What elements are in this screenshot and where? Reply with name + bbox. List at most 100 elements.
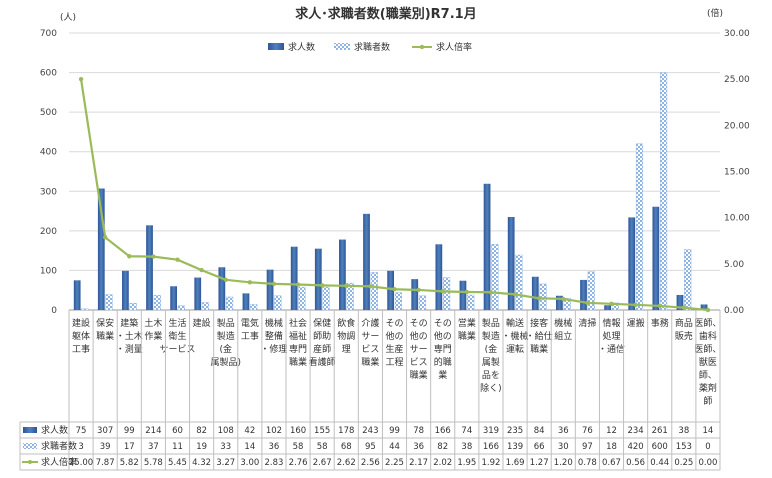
bar-seekers bbox=[153, 295, 161, 311]
bar-seekers bbox=[635, 143, 644, 311]
table-cell: 7.87 bbox=[96, 458, 115, 468]
table-cell: 42 bbox=[244, 426, 255, 436]
table-cell: 0.00 bbox=[698, 458, 717, 468]
category-label: その他の生産工程 bbox=[385, 318, 403, 368]
table-cell: 2.02 bbox=[433, 458, 452, 468]
table-cell: 99 bbox=[389, 426, 400, 436]
category-label-line: 販売 bbox=[675, 330, 693, 342]
category-label-line: 製品 bbox=[482, 317, 500, 329]
ratio-point bbox=[223, 277, 228, 283]
y-left-unit-label: (人) bbox=[60, 12, 76, 23]
ratio-point bbox=[151, 254, 156, 259]
bar-seekers bbox=[81, 308, 89, 311]
bar-offers bbox=[97, 188, 105, 310]
bar-offers bbox=[507, 217, 515, 310]
category-label-line: 躯体 bbox=[72, 330, 90, 342]
bar-seekers bbox=[177, 305, 185, 311]
ratio-point bbox=[464, 289, 470, 295]
category-label-line: 製造 bbox=[217, 330, 235, 342]
table-cell: 234 bbox=[627, 426, 643, 436]
bar-offers bbox=[363, 213, 370, 310]
ratio-point bbox=[247, 280, 253, 285]
table-cell: 60 bbox=[172, 426, 183, 436]
category-label: 運搬 bbox=[627, 317, 645, 329]
bar-offers bbox=[483, 183, 491, 310]
y-right-unit-label: (倍) bbox=[707, 7, 723, 19]
y-left-tick-label: 400 bbox=[40, 148, 57, 158]
category-label-line: (金 bbox=[485, 343, 498, 355]
ratio-point bbox=[440, 289, 445, 294]
y-left-tick-label: 300 bbox=[40, 187, 57, 197]
category-label-line: 輸送 bbox=[506, 317, 524, 329]
table-cell: 214 bbox=[145, 426, 161, 436]
table-cell: 1.92 bbox=[481, 458, 500, 468]
category-label-line: 職業 bbox=[530, 343, 548, 355]
category-label: 情報処理・通信 bbox=[598, 317, 625, 355]
legend-swatch-seekers bbox=[334, 43, 350, 50]
table-cell: 66 bbox=[534, 442, 545, 452]
category-label-line: サービス bbox=[159, 344, 195, 355]
y-left-tick-label: 100 bbox=[40, 266, 57, 276]
category-label-line: 他の bbox=[434, 330, 452, 342]
table-cell: 82 bbox=[437, 442, 448, 452]
table-cell: 4.32 bbox=[192, 458, 211, 468]
ratio-point bbox=[344, 283, 349, 289]
table-cell: 25.00 bbox=[69, 458, 93, 468]
category-label-line: 医師、 bbox=[694, 317, 721, 329]
table-cell: 36 bbox=[558, 426, 569, 436]
category-label-line: 整備 bbox=[265, 330, 283, 342]
bar-seekers bbox=[563, 297, 571, 311]
table-cell: 0.25 bbox=[674, 458, 693, 468]
table-cell: 17 bbox=[124, 442, 135, 452]
bar-seekers bbox=[250, 304, 258, 311]
ratio-point bbox=[392, 287, 397, 292]
category-label-line: 歯科 bbox=[699, 330, 717, 342]
bar-offers bbox=[604, 305, 611, 310]
category-label-line: 介護 bbox=[361, 317, 379, 329]
table-key-seekers bbox=[23, 443, 37, 449]
category-label-line: 接客 bbox=[530, 317, 548, 329]
table-cell: 11 bbox=[172, 442, 183, 452]
ratio-point bbox=[271, 281, 277, 287]
category-label-line: 専門 bbox=[289, 343, 307, 355]
table-cell: 36 bbox=[269, 442, 280, 452]
table-cell: 36 bbox=[413, 442, 424, 452]
ratio-point bbox=[127, 254, 132, 259]
bar-offers bbox=[531, 276, 539, 310]
y-right-tick-label: 30.00 bbox=[724, 29, 750, 39]
table-cell: 82 bbox=[196, 426, 207, 436]
category-label-line: ・土木 bbox=[116, 330, 143, 342]
category-label-line: 衛生 bbox=[168, 330, 186, 342]
table-cell: 33 bbox=[220, 442, 231, 452]
category-label-line: 運転 bbox=[506, 344, 524, 355]
bar-offers bbox=[628, 217, 636, 310]
ratio-point bbox=[319, 283, 325, 288]
category-label: 製品製造(金属製品を除く) bbox=[480, 317, 502, 394]
category-label-line: 職業 bbox=[96, 330, 114, 342]
ratio-point bbox=[609, 301, 614, 307]
category-label-line: 社会 bbox=[289, 317, 307, 329]
table-row-label: 求職者数 bbox=[41, 440, 77, 452]
table-cell: 2.83 bbox=[264, 458, 283, 468]
bar-seekers bbox=[418, 295, 427, 311]
y-left-tick-label: 700 bbox=[40, 29, 57, 39]
legend: 求人数 求職者数 求人倍率 bbox=[268, 41, 472, 53]
category-label: 生活衛生サービス bbox=[159, 317, 195, 355]
table-cell: 97 bbox=[582, 442, 593, 452]
table-cell: 38 bbox=[678, 426, 689, 436]
ratio-point bbox=[705, 307, 711, 313]
category-label-line: 工事 bbox=[72, 343, 90, 355]
ratio-point bbox=[199, 267, 204, 273]
bar-offers bbox=[556, 295, 563, 310]
category-label-line: 処理 bbox=[602, 330, 620, 342]
table-cell: 30 bbox=[558, 442, 569, 452]
table-cell: 19 bbox=[196, 442, 207, 452]
y-left-tick-label: 600 bbox=[40, 69, 57, 79]
ratio-point bbox=[175, 257, 180, 262]
category-label-line: 工事 bbox=[241, 330, 259, 342]
bar-offers bbox=[700, 304, 708, 310]
bar-offers bbox=[459, 280, 467, 310]
y-left-axis: 0 100 200 300 400 500 600 700 bbox=[40, 29, 57, 316]
legend-swatch-offers bbox=[268, 43, 284, 50]
